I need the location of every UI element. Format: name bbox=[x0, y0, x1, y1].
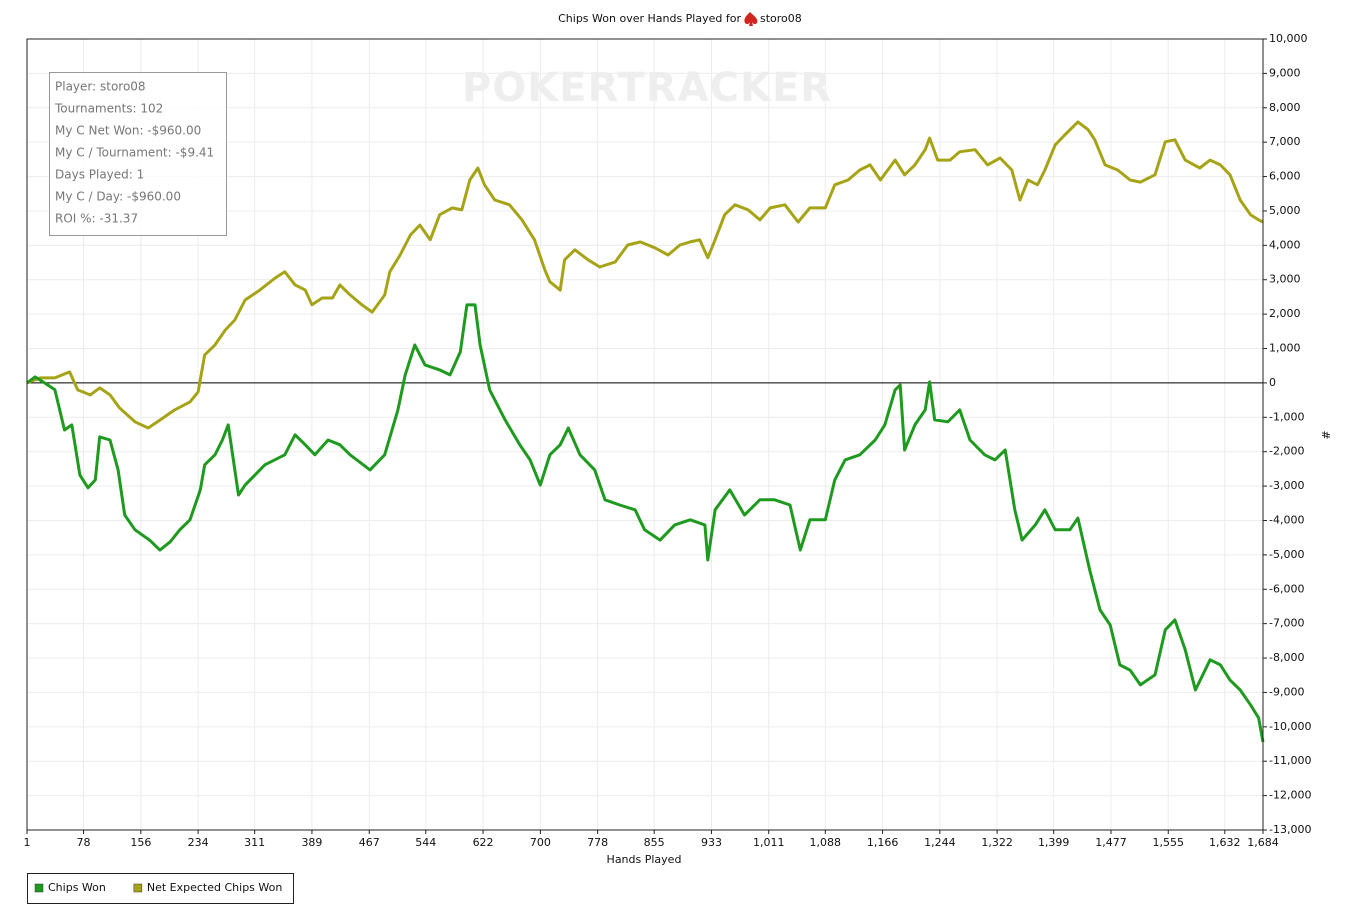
x-tick-label: 1,244 bbox=[924, 836, 956, 849]
y-tick-label: -1,000 bbox=[1269, 410, 1304, 423]
y-tick-label: -11,000 bbox=[1269, 754, 1311, 767]
y-tick-label: 9,000 bbox=[1269, 66, 1301, 79]
legend-frame bbox=[27, 873, 294, 904]
y-tick-label: -5,000 bbox=[1269, 548, 1304, 561]
y-tick-label: -9,000 bbox=[1269, 685, 1304, 698]
y-tick-label: -10,000 bbox=[1269, 720, 1311, 733]
series-line bbox=[26, 303, 1265, 743]
plot bbox=[26, 120, 1265, 743]
info-line: Days Played: 1 bbox=[55, 168, 144, 182]
y-tick-label: -2,000 bbox=[1269, 445, 1304, 458]
x-tick-label: 1,555 bbox=[1153, 836, 1185, 849]
y-tick-label: 5,000 bbox=[1269, 204, 1301, 217]
player-icon bbox=[744, 12, 758, 26]
y-tick-label: 10,000 bbox=[1269, 32, 1308, 45]
x-tick-label: 234 bbox=[188, 836, 209, 849]
y-tick-label: -4,000 bbox=[1269, 513, 1304, 526]
y-tick-label: 7,000 bbox=[1269, 135, 1301, 148]
y-tick-label: -8,000 bbox=[1269, 651, 1304, 664]
x-tick-label: 700 bbox=[530, 836, 551, 849]
y-tick-label: 2,000 bbox=[1269, 307, 1301, 320]
x-tick-label: 1,322 bbox=[981, 836, 1013, 849]
info-line: Player: storo08 bbox=[55, 80, 146, 94]
x-tick-label: 1,477 bbox=[1095, 836, 1127, 849]
chart-title: Chips Won over Hands Played for bbox=[558, 12, 741, 25]
plot-frame bbox=[26, 38, 1264, 831]
x-tick-label: 78 bbox=[77, 836, 91, 849]
y-tick-label: -13,000 bbox=[1269, 823, 1311, 836]
info-line: Tournaments: 102 bbox=[54, 102, 163, 116]
y-tick-label: -7,000 bbox=[1269, 617, 1304, 630]
x-axis-label: Hands Played bbox=[607, 853, 682, 866]
x-tick-label: 855 bbox=[644, 836, 665, 849]
x-tick-label: 1 bbox=[24, 836, 31, 849]
legend-swatch bbox=[34, 883, 44, 893]
info-line: ROI %: -31.37 bbox=[55, 212, 138, 226]
legend-swatch bbox=[133, 883, 143, 893]
x-tick-label: 933 bbox=[701, 836, 722, 849]
info-frame bbox=[49, 72, 227, 236]
x-tick-label: 778 bbox=[587, 836, 608, 849]
y-tick-label: 3,000 bbox=[1269, 273, 1301, 286]
y-tick-label: 6,000 bbox=[1269, 170, 1301, 183]
y-tick-label: 1,000 bbox=[1269, 342, 1301, 355]
x-tick-label: 1,632 bbox=[1209, 836, 1241, 849]
x-tick-label: 389 bbox=[301, 836, 322, 849]
x-tick-label: 1,399 bbox=[1038, 836, 1070, 849]
x-tick-label: 156 bbox=[130, 836, 151, 849]
y-tick-label: 0 bbox=[1269, 376, 1276, 389]
x-tick-label: 467 bbox=[359, 836, 380, 849]
x-tick-label: 622 bbox=[473, 836, 494, 849]
legend: Chips Won Net Expected Chips Won bbox=[27, 873, 294, 904]
info-line: My C Net Won: -$960.00 bbox=[55, 124, 201, 138]
y-tick-label: 4,000 bbox=[1269, 238, 1301, 251]
info-box: Player: storo08 Tournaments: 102 My C Net … bbox=[49, 72, 227, 236]
y-tick-label: -3,000 bbox=[1269, 479, 1304, 492]
x-tick-label: 1,088 bbox=[810, 836, 842, 849]
series-line bbox=[26, 120, 1264, 430]
x-tick-label: 1,011 bbox=[753, 836, 785, 849]
player-name: storo08 bbox=[760, 12, 802, 25]
legend-label: Chips Won bbox=[48, 881, 106, 894]
x-tick-label: 1,684 bbox=[1247, 836, 1279, 849]
y-axis-label: # bbox=[1319, 430, 1332, 439]
watermark: POKERTRACKER bbox=[462, 65, 832, 111]
x-tick-label: 1,166 bbox=[867, 836, 899, 849]
y-tick-label: 8,000 bbox=[1269, 101, 1301, 114]
y-tick-label: -6,000 bbox=[1269, 582, 1304, 595]
y-tick-label: -12,000 bbox=[1269, 789, 1311, 802]
info-line: My C / Tournament: -$9.41 bbox=[55, 146, 214, 160]
info-line: My C / Day: -$960.00 bbox=[55, 190, 181, 204]
legend-label: Net Expected Chips Won bbox=[147, 881, 283, 894]
x-tick-label: 311 bbox=[244, 836, 265, 849]
x-tick-label: 544 bbox=[415, 836, 436, 849]
